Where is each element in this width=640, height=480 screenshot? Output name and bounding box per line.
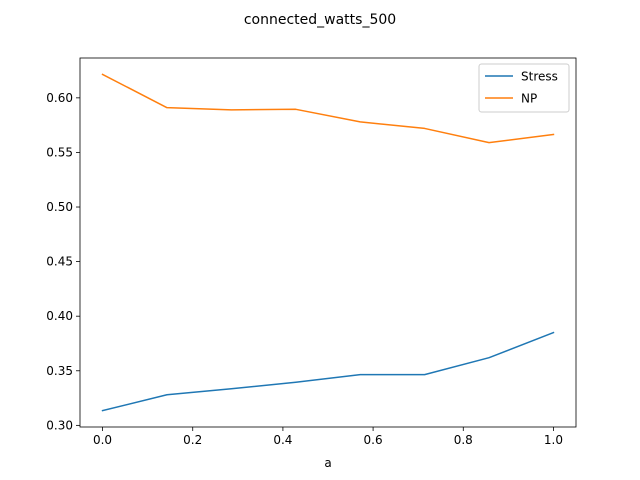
legend: Stress NP: [478, 63, 570, 113]
y-tick-label: 0.55: [46, 145, 73, 159]
legend-label-np: NP: [521, 92, 537, 106]
x-tick-label: 0.0: [93, 433, 112, 447]
y-tick-label: 0.40: [46, 309, 73, 323]
chart-title: connected_watts_500: [244, 12, 396, 28]
y-tick-label: 0.35: [46, 364, 73, 378]
x-axis-label: a: [324, 456, 331, 470]
x-tick-label: 0.4: [273, 433, 292, 447]
y-axis: 0.30 0.35 0.40 0.45 0.50 0.55 0.60: [46, 91, 80, 432]
plot-frame: [79, 57, 577, 428]
x-tick-label: 0.6: [364, 433, 383, 447]
y-tick-label: 0.45: [46, 255, 73, 269]
x-tick-label: 0.8: [454, 433, 473, 447]
series-layer: [101, 73, 555, 412]
series-line-np: [101, 73, 555, 144]
x-tick-label: 1.0: [544, 433, 563, 447]
series-line-stress: [101, 331, 555, 412]
y-tick-label: 0.30: [46, 418, 73, 432]
x-axis: 0.0 0.2 0.4 0.6 0.8 1.0: [93, 427, 563, 447]
x-tick-label: 0.2: [183, 433, 202, 447]
y-tick-label: 0.60: [46, 91, 73, 105]
y-tick-label: 0.50: [46, 200, 73, 214]
legend-label-stress: Stress: [521, 70, 558, 84]
